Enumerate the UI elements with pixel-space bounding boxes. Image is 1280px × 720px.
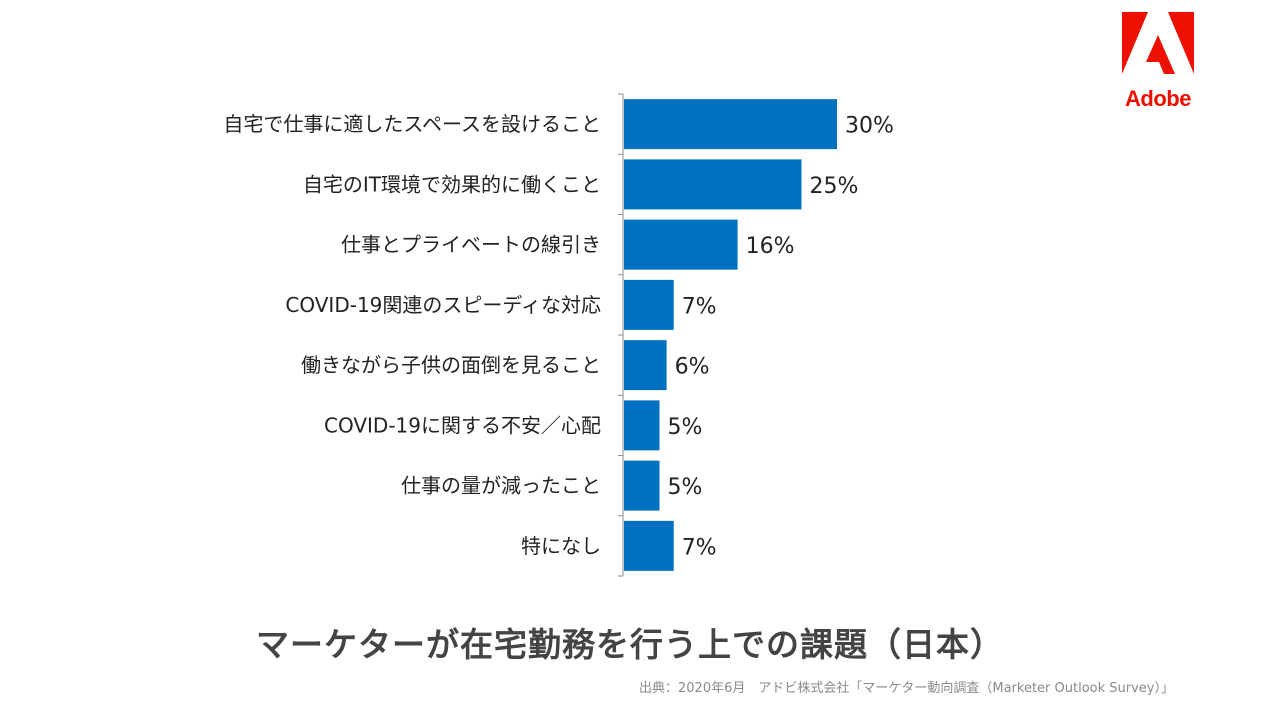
category-label: 仕事の量が減ったこと xyxy=(401,474,601,498)
category-label: 自宅のIT環境で効果的に働くこと xyxy=(303,172,601,196)
source-note: 出典：2020年6月 アドビ株式会社「マーケター動向調査（Marketer Ou… xyxy=(639,681,1174,696)
bar xyxy=(624,99,837,150)
category-label: COVID-19関連のスピーディな対応 xyxy=(285,293,601,317)
bar xyxy=(624,159,802,210)
bar xyxy=(624,460,660,511)
category-label: 仕事とプライベートの線引き xyxy=(341,233,601,257)
bar xyxy=(624,279,674,330)
value-label: 5% xyxy=(668,415,703,440)
category-label: 働きながら子供の面倒を見ること xyxy=(301,353,601,377)
value-label: 16% xyxy=(746,234,795,259)
bar xyxy=(624,340,667,391)
value-label: 30% xyxy=(845,114,894,139)
value-label: 6% xyxy=(675,355,710,380)
value-label: 7% xyxy=(682,535,717,560)
bar xyxy=(624,219,738,270)
adobe-logo: Adobe xyxy=(1122,12,1194,112)
value-label: 25% xyxy=(810,174,859,199)
category-label: 特になし xyxy=(521,534,601,558)
value-label: 5% xyxy=(668,475,703,500)
category-label: COVID-19に関する不安／心配 xyxy=(324,413,601,437)
category-label: 自宅で仕事に適したスペースを設けること xyxy=(223,112,601,136)
bar xyxy=(624,520,674,571)
value-label: 7% xyxy=(682,294,717,319)
chart-title: マーケターが在宅勤務を行う上での課題（日本） xyxy=(256,625,1004,664)
bar xyxy=(624,400,660,451)
adobe-wordmark: Adobe xyxy=(1125,86,1191,111)
adobe-logo-icon xyxy=(1122,12,1194,74)
bar-chart: 自宅で仕事に適したスペースを設けること 30% 自宅のIT環境で効果的に働くこと 25… xyxy=(223,93,894,577)
